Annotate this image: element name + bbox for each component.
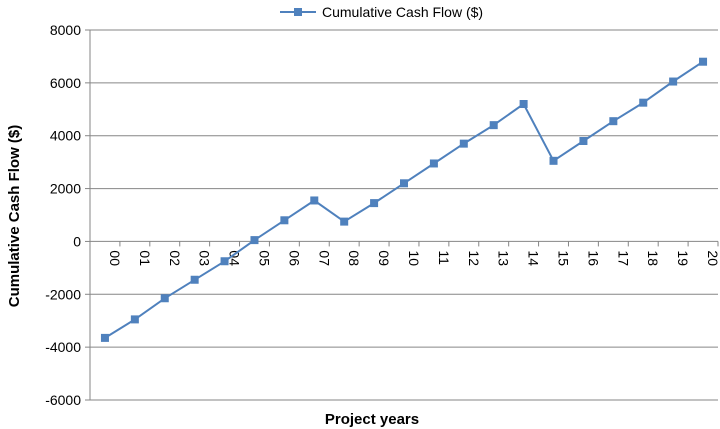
x-axis-ticks (89, 241, 719, 247)
data-point (280, 216, 289, 225)
data-point (190, 275, 199, 284)
data-points (100, 57, 708, 342)
data-point (250, 236, 259, 245)
y-tick-label: -6000 (45, 392, 81, 408)
x-tick-label: 10 (406, 250, 422, 266)
data-point (579, 137, 588, 145)
x-tick-label: 00 (107, 250, 123, 266)
x-tick-label: 04 (227, 250, 243, 266)
data-point (130, 315, 139, 324)
data-point (699, 57, 708, 66)
x-tick-label: 05 (256, 250, 272, 266)
y-tick-label: 0 (73, 233, 81, 249)
data-point (429, 159, 438, 168)
data-point (519, 100, 528, 108)
data-point (639, 98, 648, 107)
series-line (104, 60, 704, 339)
x-tick-label: 07 (316, 250, 332, 266)
x-tick-label: 15 (556, 250, 572, 266)
x-tick-label: 01 (137, 250, 153, 266)
y-tick-label: -4000 (45, 339, 81, 355)
data-point (609, 117, 618, 126)
x-tick-label: 18 (645, 250, 661, 266)
y-tick-label: 2000 (50, 181, 81, 197)
x-tick-label: 12 (466, 250, 482, 266)
y-tick-label: 6000 (50, 75, 81, 91)
x-axis-title: Project years (325, 411, 419, 428)
data-point (220, 257, 229, 266)
legend-marker (294, 8, 302, 16)
y-tick-label: 4000 (50, 128, 81, 144)
x-tick-label: 19 (675, 250, 691, 266)
data-point (310, 196, 319, 205)
data-point (370, 199, 379, 208)
y-tick-label: 8000 (50, 22, 81, 38)
x-tick-label: 14 (526, 250, 542, 266)
x-tick-label: 06 (286, 250, 302, 266)
x-tick-label: 16 (585, 250, 601, 266)
data-point (459, 139, 468, 148)
x-tick-label: 08 (346, 250, 362, 266)
x-tick-label: 02 (167, 250, 183, 266)
x-tick-label: 09 (376, 250, 392, 266)
gridlines (90, 29, 718, 401)
y-tick-label: -2000 (45, 286, 81, 302)
x-tick-label: 03 (197, 250, 213, 266)
x-tick-label: 17 (615, 250, 631, 266)
data-point (489, 121, 498, 130)
x-tick-label: 11 (436, 250, 452, 265)
x-tick-label: 13 (496, 250, 512, 266)
data-point (669, 77, 678, 86)
legend-label: Cumulative Cash Flow ($) (322, 4, 483, 20)
x-axis-tick-labels: 00 01 02 03 04 05 06 07 08 09 10 11 12 13 14 15 16 17 18 19… (107, 250, 720, 266)
data-point (100, 333, 109, 342)
legend: Cumulative Cash Flow ($) (280, 4, 483, 20)
y-axis-title: Cumulative Cash Flow ($) (6, 125, 23, 308)
x-tick-label: 20 (705, 250, 720, 266)
data-point (340, 217, 349, 226)
data-point (160, 294, 169, 303)
data-point (549, 156, 558, 165)
data-point (400, 179, 408, 188)
y-axis-tick-labels: 8000 6000 4000 2000 0 -2000 -4000 -6000 (45, 22, 90, 408)
